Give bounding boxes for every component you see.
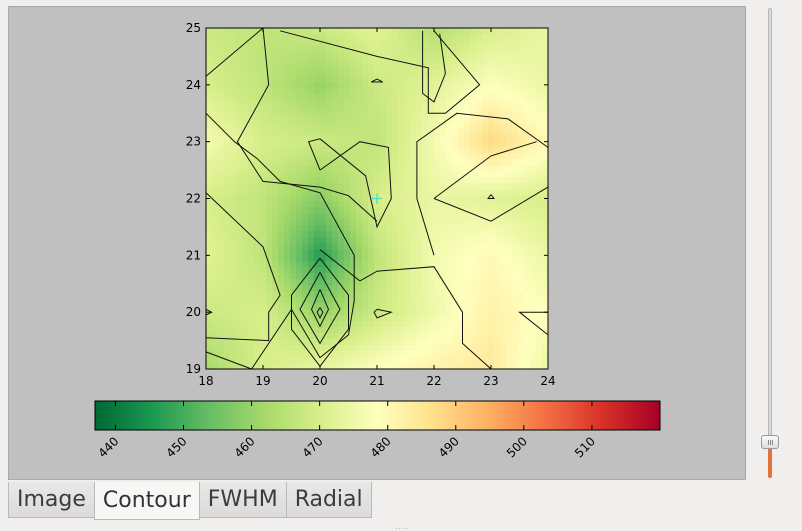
- plot-canvas: 18 19 20 21 22 23 24 19 20 21 22 23 24 25 440 450 460 470…: [8, 6, 746, 480]
- tab-fwhm[interactable]: FWHM: [198, 482, 287, 518]
- heatmap: [206, 28, 549, 370]
- y-tick-label: 21: [186, 248, 201, 262]
- contour-line: [416, 112, 549, 256]
- contour-line: [205, 308, 213, 316]
- x-tick-label: 20: [312, 374, 327, 388]
- contour-line: [422, 30, 446, 103]
- colorbar-tick-label: 470: [300, 434, 326, 460]
- colorbar-tick-label: 510: [572, 434, 598, 460]
- contour-lines: [205, 27, 549, 370]
- contour-line: [310, 289, 330, 328]
- x-tick-label: 24: [540, 374, 555, 388]
- colorbar-tick-label: 450: [164, 434, 190, 460]
- x-tick-label: 19: [255, 374, 270, 388]
- y-tick-label: 22: [186, 192, 201, 206]
- tab-radial[interactable]: Radial: [285, 482, 372, 518]
- y-tick-label: 25: [186, 21, 201, 35]
- contour-line: [319, 249, 492, 370]
- contour-line: [307, 138, 392, 229]
- colorbar: [94, 400, 661, 431]
- colorbar-tick-label: 500: [504, 434, 530, 460]
- x-tick-label: 22: [426, 374, 441, 388]
- y-tick-label: 24: [186, 78, 201, 92]
- view-tabs: Image Contour FWHM Radial: [8, 482, 372, 520]
- slider-handle[interactable]: [761, 435, 779, 449]
- x-tick-label: 23: [483, 374, 498, 388]
- tab-image[interactable]: Image: [8, 482, 95, 518]
- contour-line: [518, 311, 549, 336]
- contour-line: [205, 112, 355, 370]
- slider-fill: [768, 445, 772, 478]
- y-tick-label: 23: [186, 135, 201, 149]
- slider-track[interactable]: [768, 8, 772, 478]
- contour-line: [371, 78, 383, 83]
- centroid-marker: [372, 193, 382, 204]
- colorbar-tick-label: 460: [232, 434, 258, 460]
- contour-line: [279, 30, 481, 114]
- tab-contour[interactable]: Contour: [93, 482, 200, 520]
- y-tick-label: 19: [186, 362, 201, 376]
- contour-line: [236, 27, 378, 222]
- zoom-slider[interactable]: [759, 8, 781, 480]
- contour-line: [373, 308, 394, 319]
- contour-line: [205, 27, 264, 77]
- contour-line: [316, 307, 324, 320]
- contour-line: [433, 186, 549, 222]
- x-tick-label: 21: [369, 374, 384, 388]
- colorbar-tick-label: 480: [368, 434, 394, 460]
- contour-line: [205, 192, 281, 342]
- contour-line: [487, 194, 495, 199]
- resize-grip[interactable]: ....: [395, 522, 410, 531]
- x-tick-label: 18: [198, 374, 213, 388]
- colorbar-tick-label: 490: [436, 434, 462, 460]
- contour-line: [205, 351, 252, 370]
- contour-line: [433, 141, 537, 199]
- colorbar-tick-label: 440: [95, 434, 121, 460]
- y-tick-label: 20: [186, 305, 201, 319]
- contour-line: [299, 272, 341, 345]
